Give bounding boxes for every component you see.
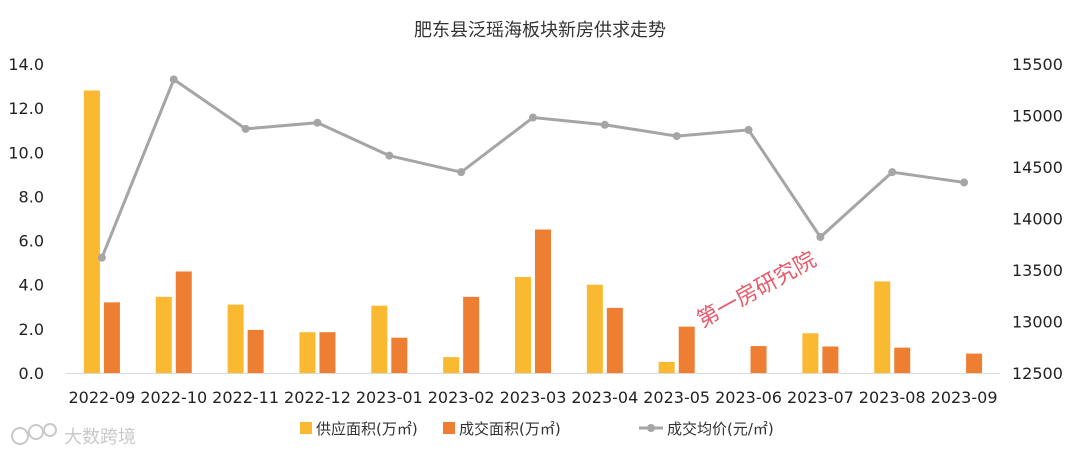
- transaction-bar: [391, 337, 408, 373]
- supply-bar: [371, 305, 388, 373]
- legend-swatch: [300, 422, 312, 434]
- chart-title: 肥东县泛瑶海板块新房供求走势: [414, 20, 666, 41]
- supply-bar: [658, 361, 675, 373]
- transaction-bar: [894, 347, 911, 373]
- x-tick-label: 2023-06: [715, 388, 782, 407]
- transaction-bar: [319, 332, 336, 373]
- price-point: [385, 151, 394, 160]
- supply-bar: [515, 276, 531, 373]
- watermark-bottom-left: 大数跨境: [11, 423, 136, 448]
- x-tick-label: 2023-02: [428, 388, 495, 407]
- right-tick-label: 15000: [1012, 107, 1063, 126]
- price-point: [744, 125, 753, 134]
- supply-bar: [83, 90, 100, 373]
- right-tick-label: 14000: [1012, 210, 1063, 229]
- left-tick-label: 10.0: [8, 143, 44, 162]
- left-tick-label: 2.0: [19, 320, 44, 339]
- x-tick-label: 2023-01: [356, 388, 423, 407]
- right-tick-label: 13000: [1012, 313, 1063, 332]
- right-tick-label: 15500: [1012, 55, 1063, 74]
- x-tick-label: 2023-08: [859, 388, 926, 407]
- supply-bar: [155, 296, 172, 373]
- price-line: [100, 77, 965, 259]
- legend-label: 供应面积(万㎡): [316, 420, 418, 438]
- watermark-center: 第一房研究院: [693, 247, 821, 333]
- right-axis: 12500 13000 13500 14000 14500 15000 15500: [1012, 55, 1063, 383]
- x-tick-label: 2023-03: [500, 388, 567, 407]
- x-tick-label: 2022-10: [140, 388, 207, 407]
- price-point: [457, 168, 466, 177]
- transaction-bar: [247, 329, 264, 373]
- x-tick-label: 2023-07: [787, 388, 854, 407]
- legend: 供应面积(万㎡) 成交面积(万㎡) 成交均价(元/㎡): [300, 420, 774, 438]
- transaction-bar: [750, 346, 767, 373]
- transaction-bar: [535, 229, 551, 373]
- legend-label: 成交均价(元/㎡): [667, 420, 774, 438]
- supply-bar: [586, 284, 603, 373]
- watermark-center-text: 第一房研究院: [693, 247, 821, 333]
- price-point: [960, 178, 969, 187]
- left-tick-label: 6.0: [19, 232, 44, 251]
- right-tick-label: 13500: [1012, 261, 1063, 280]
- x-tick-label: 2023-09: [931, 388, 998, 407]
- x-tick-label: 2023-05: [643, 388, 710, 407]
- price-point: [97, 253, 106, 262]
- x-tick-label: 2022-09: [68, 388, 135, 407]
- price-point: [313, 118, 322, 127]
- x-tick-label: 2022-11: [212, 388, 279, 407]
- supply-bar: [443, 357, 460, 373]
- price-point: [816, 233, 825, 242]
- x-tick-label: 2023-04: [571, 388, 638, 407]
- right-tick-label: 12500: [1012, 364, 1063, 383]
- transaction-bar: [463, 296, 480, 373]
- price-point: [241, 124, 250, 133]
- watermark-logo-icon: [11, 423, 57, 445]
- supply-bar: [874, 281, 891, 373]
- left-tick-label: 8.0: [19, 187, 44, 206]
- left-tick-label: 4.0: [19, 276, 44, 295]
- supply-bar: [227, 304, 244, 373]
- supply-bar: [299, 332, 316, 373]
- transaction-bar: [822, 346, 839, 373]
- x-tick-label: 2022-12: [284, 388, 351, 407]
- left-tick-label: 0.0: [19, 364, 44, 383]
- supply-bar: [802, 333, 819, 373]
- legend-marker: [647, 424, 655, 432]
- price-point: [600, 120, 609, 129]
- legend-label: 成交面积(万㎡): [459, 420, 561, 438]
- price-point: [888, 168, 897, 177]
- transaction-bar: [966, 353, 983, 373]
- transaction-bar: [678, 326, 695, 373]
- price-line-layer: [97, 75, 969, 262]
- x-axis: 2022-09 2022-10 2022-11 2022-12 2023-01 2023-…: [68, 388, 997, 407]
- left-tick-label: 12.0: [8, 99, 44, 118]
- watermark-bottom-left-text: 大数跨境: [64, 427, 136, 448]
- price-point: [672, 132, 681, 141]
- transaction-bar: [175, 271, 192, 373]
- transaction-bar: [103, 302, 120, 373]
- transaction-bar: [606, 307, 623, 373]
- left-axis: 0.0 2.0 4.0 6.0 8.0 10.0 12.0 14.0: [8, 55, 44, 383]
- right-tick-label: 14500: [1012, 158, 1063, 177]
- left-tick-label: 14.0: [8, 55, 44, 74]
- price-point: [169, 75, 178, 84]
- bars-layer: [83, 90, 983, 373]
- legend-swatch: [443, 422, 455, 434]
- price-point: [529, 113, 537, 122]
